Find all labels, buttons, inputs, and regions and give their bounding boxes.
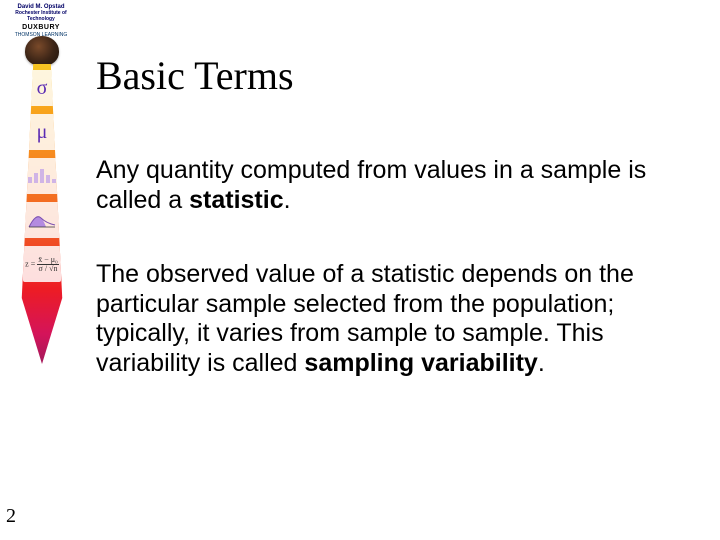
mu-symbol: μ xyxy=(37,121,48,144)
tie-cell-curve xyxy=(23,202,62,238)
paragraph-1: Any quantity computed from values in a s… xyxy=(96,156,656,215)
term-statistic: statistic xyxy=(189,186,283,214)
tie-cell-sigma: σ xyxy=(23,70,62,106)
publisher: DUXBURY xyxy=(6,24,76,31)
tie-cell-bars xyxy=(23,158,62,194)
textbook-header: David M. Opstad Rochester Institute of T… xyxy=(6,4,76,38)
tie-cell-mu: μ xyxy=(23,114,62,150)
necktie-graphic: σ μ z = x̄ − μ xyxy=(20,36,64,376)
slide-title: Basic Terms xyxy=(96,52,294,99)
tie-cell-formula: z = x̄ − μ₀ σ / √n xyxy=(23,246,62,282)
p1-text-a: Any quantity computed from values in a s… xyxy=(96,156,646,214)
paragraph-2: The observed value of a statistic depend… xyxy=(96,260,676,378)
sigma-symbol: σ xyxy=(37,77,48,100)
density-curve-icon xyxy=(28,211,56,229)
tie-body: σ μ z = x̄ − μ xyxy=(20,64,64,364)
z-formula: z = x̄ − μ₀ σ / √n xyxy=(25,256,59,273)
slide: David M. Opstad Rochester Institute of T… xyxy=(0,0,720,540)
page-number: 2 xyxy=(6,505,16,528)
p2-text-c: . xyxy=(538,349,545,377)
tie-knot xyxy=(25,36,59,66)
formula-lhs: z = xyxy=(25,259,35,268)
term-sampling-variability: sampling variability xyxy=(304,349,537,377)
institution: Rochester Institute of Technology xyxy=(6,10,76,22)
formula-denom: σ / √n xyxy=(37,265,59,273)
p1-text-c: . xyxy=(284,186,291,214)
bar-chart-icon xyxy=(28,169,56,183)
